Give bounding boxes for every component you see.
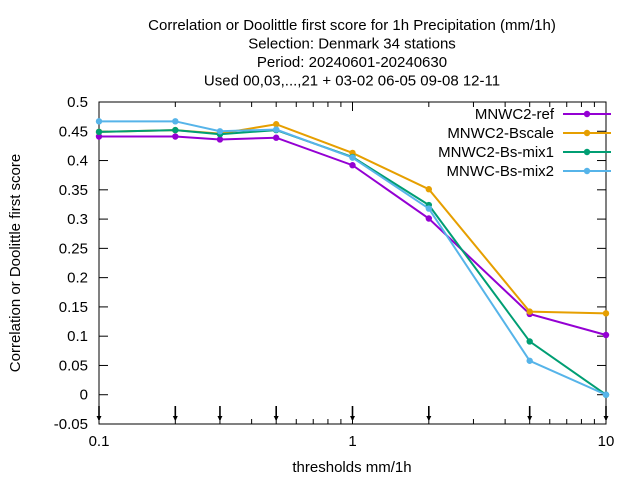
data-point <box>172 126 179 134</box>
data-point <box>95 133 103 140</box>
x-tick-label: 1 <box>348 433 356 450</box>
data-point <box>425 186 433 193</box>
legend-label: MNWC2-ref <box>475 106 555 123</box>
data-point <box>425 215 433 222</box>
series-3 <box>95 118 610 398</box>
threshold-arrow <box>96 406 102 421</box>
y-tick-label: 0.3 <box>67 211 88 228</box>
series-0 <box>95 133 610 339</box>
y-tick-label: 0 <box>80 387 88 404</box>
threshold-arrow <box>350 406 355 421</box>
data-point <box>172 118 179 125</box>
data-point <box>602 331 610 339</box>
data-point <box>216 136 224 143</box>
threshold-arrow <box>273 406 279 421</box>
data-point <box>272 126 280 133</box>
data-point <box>216 128 224 135</box>
data-point <box>602 391 610 398</box>
legend-label: MNWC2-Bs-mix1 <box>438 144 554 161</box>
title-line: Selection: Denmark 34 stations <box>248 36 456 53</box>
legend-label: MNWC-Bs-mix2 <box>447 163 554 180</box>
y-axis: -0.05 0 0.05 0.1 0.15 0.2 0.25 0.3 0.35 0.4 0.45 0.… <box>54 94 606 433</box>
chart-title: Correlation or Doolittle first score for… <box>148 17 556 90</box>
y-tick-label: 0.35 <box>59 182 88 199</box>
data-point <box>602 310 610 317</box>
legend-marker <box>583 167 591 175</box>
series-line <box>99 120 607 396</box>
y-tick-label: -0.05 <box>54 416 88 433</box>
y-tick-label: 0.15 <box>59 299 88 316</box>
x-tick-label: 0.1 <box>89 433 110 450</box>
series-line <box>99 135 607 336</box>
legend-marker <box>583 148 591 156</box>
y-axis-label: Correlation or Doolittle first score <box>7 154 24 372</box>
data-point <box>526 357 533 364</box>
data-point <box>526 308 533 315</box>
threshold-markers <box>96 406 609 421</box>
data-point <box>172 133 179 140</box>
data-point <box>349 154 356 161</box>
data-point <box>272 134 280 141</box>
legend-label: MNWC2-Bscale <box>447 125 554 142</box>
threshold-arrow <box>603 406 609 421</box>
data-point <box>95 118 103 125</box>
x-tick-label: 10 <box>598 433 615 450</box>
threshold-arrow <box>217 406 223 421</box>
x-axis-label: thresholds mm/1h <box>292 459 411 476</box>
data-point <box>526 338 533 345</box>
data-point <box>349 162 356 169</box>
y-tick-label: 0.4 <box>67 153 88 170</box>
y-tick-label: 0.25 <box>59 240 88 257</box>
data-point <box>95 128 103 136</box>
title-line: Correlation or Doolittle first score for… <box>148 17 556 34</box>
threshold-arrow <box>527 406 533 421</box>
legend: MNWC2-ref MNWC2-Bscale MNWC2-Bs-mix1 MNWC-B… <box>438 106 611 180</box>
title-line: Period: 20240601-20240630 <box>257 54 447 71</box>
data-point <box>272 121 280 128</box>
threshold-arrow <box>172 406 178 421</box>
legend-marker <box>583 129 591 137</box>
y-tick-label: 0.45 <box>59 123 88 140</box>
title-line: Used 00,03,...,21 + 03-02 06-05 09-08 12… <box>204 73 500 90</box>
y-tick-label: 0.5 <box>67 94 88 111</box>
threshold-arrow <box>426 406 432 421</box>
y-tick-label: 0.05 <box>59 357 88 374</box>
y-tick-label: 0.2 <box>67 270 88 287</box>
series-group <box>95 118 610 398</box>
legend-marker <box>583 110 591 118</box>
y-tick-label: 0.1 <box>67 328 88 345</box>
data-point <box>425 205 433 212</box>
